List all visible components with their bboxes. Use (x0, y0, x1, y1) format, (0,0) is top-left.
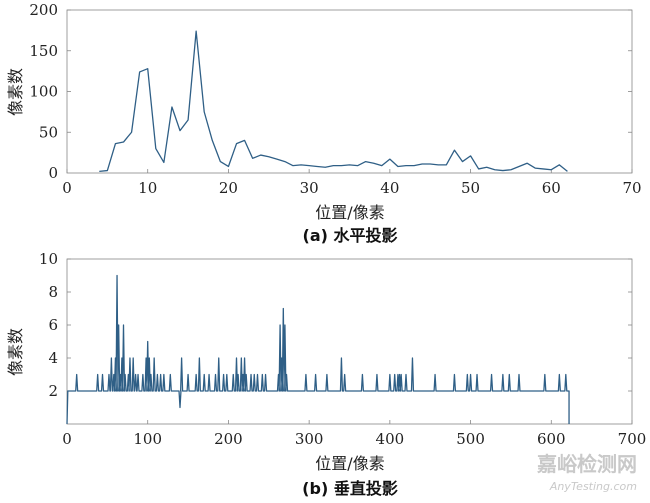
x-tick-label: 60 (542, 179, 561, 197)
y-tick-labels-a: 50 100 150 200 (29, 1, 58, 141)
series-line (99, 30, 568, 173)
y-tick-label: 200 (29, 1, 58, 19)
x-axis-label-a: 位置/像素 (315, 203, 384, 222)
x-tick-label: 50 (461, 179, 480, 197)
x-tick-label: 400 (376, 430, 405, 448)
y-tick-label: 2 (48, 382, 58, 400)
x-tick-label: 200 (214, 430, 243, 448)
y-tick-label: 10 (39, 250, 58, 268)
watermark-title: 嘉峪检测网 (536, 452, 637, 476)
x-tick-label: 10 (138, 179, 157, 197)
y-tick-label: 150 (29, 42, 58, 60)
x-tick-labels-b: 0 100 200 300 400 500 600 700 (62, 430, 646, 448)
plot-frame-a (66, 9, 633, 174)
watermark-url: AnyTesting.com (549, 480, 637, 493)
caption-a: (a) 水平投影 (303, 226, 398, 245)
x-tick-label: 20 (219, 179, 238, 197)
x-tick-label: 300 (295, 430, 324, 448)
x-tick-label: 700 (618, 430, 647, 448)
series-line-b (66, 274, 570, 425)
series-line-a (99, 30, 568, 173)
x-tick-label: 30 (300, 179, 319, 197)
x-tick-label: 600 (537, 430, 566, 448)
tick-marks-a (66, 9, 633, 173)
y-tick-labels-b: 2 4 6 8 10 (39, 250, 58, 400)
y-tick-label: 6 (48, 316, 58, 334)
x-tick-label: 40 (380, 179, 399, 197)
series-line (66, 274, 570, 425)
plot-frame-b (66, 258, 633, 425)
y-tick-label: 4 (48, 349, 58, 367)
y-axis-label-b: 像素数 (6, 328, 25, 376)
caption-b: (b) 垂直投影 (302, 479, 398, 498)
x-tick-label: 70 (622, 179, 641, 197)
tick-marks-b (66, 258, 633, 424)
y-axis-label-a: 像素数 (6, 68, 25, 116)
y-tick-zero-a: 0 (48, 164, 58, 182)
y-tick-label: 8 (48, 283, 58, 301)
x-axis-label-b: 位置/像素 (315, 454, 384, 473)
x-tick-label: 0 (62, 430, 72, 448)
y-tick-label: 50 (39, 123, 58, 141)
y-tick-label: 100 (29, 83, 58, 101)
x-tick-label: 0 (62, 179, 72, 197)
x-tick-label: 100 (133, 430, 162, 448)
x-tick-labels-a: 0 10 20 30 40 50 60 70 (62, 179, 641, 197)
x-tick-label: 500 (456, 430, 485, 448)
